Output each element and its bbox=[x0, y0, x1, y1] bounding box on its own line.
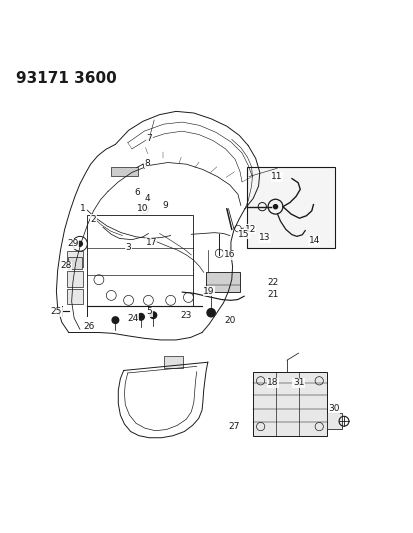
Circle shape bbox=[206, 309, 215, 317]
Text: 15: 15 bbox=[238, 230, 249, 239]
Text: 19: 19 bbox=[203, 287, 214, 296]
Text: 14: 14 bbox=[308, 237, 319, 245]
Bar bbox=[111, 167, 138, 176]
Text: 93171 3600: 93171 3600 bbox=[17, 70, 117, 85]
Text: 28: 28 bbox=[60, 261, 71, 270]
Circle shape bbox=[77, 241, 82, 246]
Bar bbox=[66, 289, 83, 304]
Bar bbox=[206, 272, 240, 292]
Text: 26: 26 bbox=[83, 322, 95, 331]
Bar bbox=[87, 215, 192, 306]
Text: 9: 9 bbox=[162, 201, 168, 210]
Bar bbox=[163, 356, 183, 368]
Text: 10: 10 bbox=[137, 204, 148, 213]
Text: 8: 8 bbox=[144, 159, 150, 168]
Text: 12: 12 bbox=[244, 225, 255, 234]
Text: 7: 7 bbox=[146, 134, 152, 143]
Text: 29: 29 bbox=[67, 239, 78, 248]
Text: 30: 30 bbox=[328, 405, 339, 414]
Text: 21: 21 bbox=[267, 290, 278, 299]
Bar bbox=[66, 271, 83, 287]
Bar bbox=[247, 167, 334, 248]
Text: 3: 3 bbox=[126, 244, 131, 253]
Text: 5: 5 bbox=[146, 308, 152, 317]
Circle shape bbox=[112, 317, 119, 324]
Circle shape bbox=[138, 313, 144, 320]
Bar bbox=[327, 413, 341, 430]
Bar bbox=[253, 372, 326, 435]
Text: 23: 23 bbox=[180, 311, 192, 320]
Text: 22: 22 bbox=[267, 278, 278, 287]
Text: 17: 17 bbox=[145, 238, 157, 247]
Text: 31: 31 bbox=[292, 378, 304, 387]
Text: 24: 24 bbox=[127, 313, 138, 322]
Text: 16: 16 bbox=[223, 251, 235, 260]
Circle shape bbox=[150, 312, 156, 319]
Text: 2: 2 bbox=[90, 215, 96, 223]
Text: 18: 18 bbox=[267, 378, 278, 387]
Text: 1: 1 bbox=[80, 204, 86, 213]
Bar bbox=[67, 257, 82, 269]
Circle shape bbox=[273, 205, 277, 209]
Text: 20: 20 bbox=[223, 316, 235, 325]
Text: 6: 6 bbox=[134, 188, 140, 197]
Text: 27: 27 bbox=[228, 422, 239, 431]
Text: 25: 25 bbox=[50, 308, 62, 317]
Text: 11: 11 bbox=[271, 172, 282, 181]
Text: 4: 4 bbox=[144, 194, 150, 203]
Text: 13: 13 bbox=[259, 233, 270, 242]
Bar bbox=[66, 251, 83, 266]
